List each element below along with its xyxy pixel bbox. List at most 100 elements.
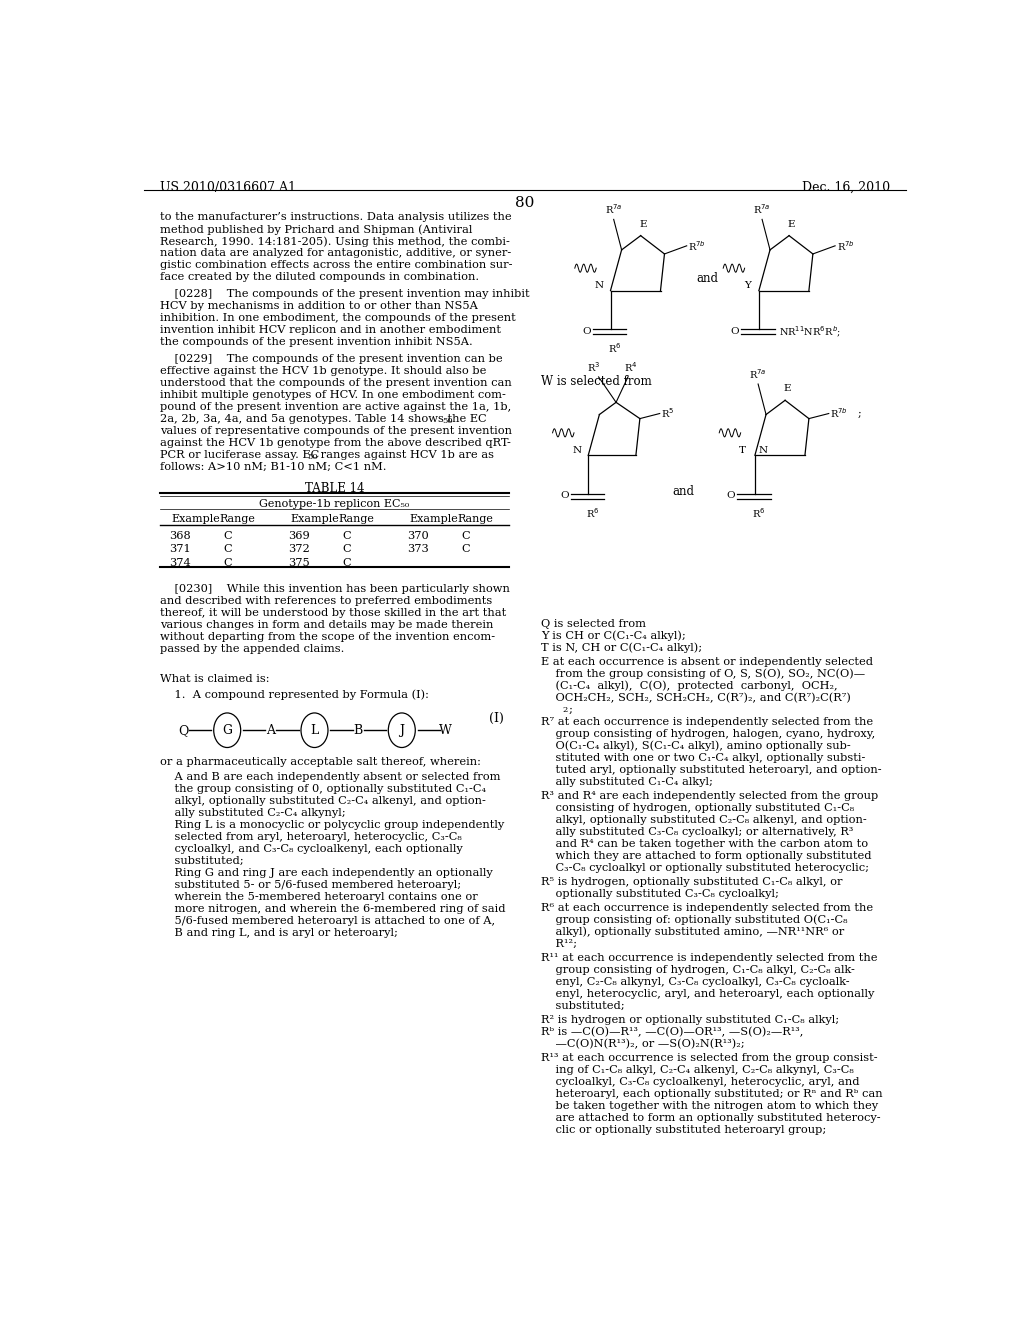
Text: T: T <box>738 446 745 454</box>
Text: substituted;: substituted; <box>160 855 244 866</box>
Text: Y is CH or C(C₁-C₄ alkyl);: Y is CH or C(C₁-C₄ alkyl); <box>541 631 685 642</box>
Text: R$^{6}$: R$^{6}$ <box>753 506 766 520</box>
Text: 5/6-fused membered heteroaryl is attached to one of A,: 5/6-fused membered heteroaryl is attache… <box>160 916 495 925</box>
Text: and described with references to preferred embodiments: and described with references to preferr… <box>160 597 492 606</box>
Text: N: N <box>759 446 767 454</box>
Text: gistic combination effects across the entire combination sur-: gistic combination effects across the en… <box>160 260 512 271</box>
Text: Ring L is a monocyclic or polycyclic group independently: Ring L is a monocyclic or polycyclic gro… <box>160 820 504 830</box>
Text: 374: 374 <box>169 557 190 568</box>
Text: R³ and R⁴ are each independently selected from the group: R³ and R⁴ are each independently selecte… <box>541 791 878 801</box>
Text: C₃-C₈ cycloalkyl or optionally substituted heterocyclic;: C₃-C₈ cycloalkyl or optionally substitut… <box>541 863 868 873</box>
Text: R¹³ at each occurrence is selected from the group consist-: R¹³ at each occurrence is selected from … <box>541 1053 878 1063</box>
Text: Range: Range <box>338 513 374 524</box>
Text: R$^{6}$: R$^{6}$ <box>608 342 622 355</box>
Text: R⁷ at each occurrence is independently selected from the: R⁷ at each occurrence is independently s… <box>541 717 872 727</box>
Text: stituted with one or two C₁-C₄ alkyl, optionally substi-: stituted with one or two C₁-C₄ alkyl, op… <box>541 752 865 763</box>
Text: invention inhibit HCV replicon and in another embodiment: invention inhibit HCV replicon and in an… <box>160 325 501 335</box>
Text: HCV by mechanisms in addition to or other than NS5A: HCV by mechanisms in addition to or othe… <box>160 301 477 312</box>
Text: A: A <box>266 723 275 737</box>
Text: R$^{7b}$: R$^{7b}$ <box>688 239 706 252</box>
Text: O(C₁-C₄ alkyl), S(C₁-C₄ alkyl), amino optionally sub-: O(C₁-C₄ alkyl), S(C₁-C₄ alkyl), amino op… <box>541 741 850 751</box>
Text: 370: 370 <box>407 531 428 541</box>
Text: various changes in form and details may be made therein: various changes in form and details may … <box>160 620 494 630</box>
Text: ally substituted C₁-C₄ alkyl;: ally substituted C₁-C₄ alkyl; <box>541 776 713 787</box>
Text: thereof, it will be understood by those skilled in the art that: thereof, it will be understood by those … <box>160 609 506 618</box>
Text: N: N <box>595 281 604 290</box>
Text: Genotype-1b replicon EC₅₀: Genotype-1b replicon EC₅₀ <box>259 499 410 508</box>
Text: inhibition. In one embodiment, the compounds of the present: inhibition. In one embodiment, the compo… <box>160 313 515 323</box>
Text: [0229]    The compounds of the present invention can be: [0229] The compounds of the present inve… <box>160 354 503 364</box>
Text: R² is hydrogen or optionally substituted C₁-C₈ alkyl;: R² is hydrogen or optionally substituted… <box>541 1015 839 1024</box>
Text: NR$^{11}$NR$^{6}$R$^{b}$;: NR$^{11}$NR$^{6}$R$^{b}$; <box>778 323 841 339</box>
Text: optionally substituted C₃-C₈ cycloalkyl;: optionally substituted C₃-C₈ cycloalkyl; <box>541 888 778 899</box>
Text: are attached to form an optionally substituted heterocy-: are attached to form an optionally subst… <box>541 1113 881 1123</box>
Text: N: N <box>572 446 582 454</box>
Text: the group consisting of 0, optionally substituted C₁-C₄: the group consisting of 0, optionally su… <box>160 784 485 793</box>
Text: (I): (I) <box>489 711 504 725</box>
Text: C: C <box>342 531 350 541</box>
Text: —C(O)N(R¹³)₂, or —S(O)₂N(R¹³)₂;: —C(O)N(R¹³)₂, or —S(O)₂N(R¹³)₂; <box>541 1039 744 1049</box>
Text: O: O <box>583 326 591 335</box>
Text: values of representative compounds of the present invention: values of representative compounds of th… <box>160 426 512 437</box>
Text: W is selected from: W is selected from <box>541 375 651 388</box>
Text: tuted aryl, optionally substituted heteroaryl, and option-: tuted aryl, optionally substituted heter… <box>541 764 882 775</box>
Text: 80: 80 <box>515 195 535 210</box>
Text: R$^{3}$: R$^{3}$ <box>587 360 600 374</box>
Text: and R⁴ can be taken together with the carbon atom to: and R⁴ can be taken together with the ca… <box>541 838 867 849</box>
Text: Example: Example <box>291 513 339 524</box>
Text: against the HCV 1b genotype from the above described qRT-: against the HCV 1b genotype from the abo… <box>160 438 511 449</box>
Text: J: J <box>399 723 404 737</box>
Text: ing of C₁-C₈ alkyl, C₂-C₄ alkenyl, C₂-C₈ alkynyl, C₃-C₈: ing of C₁-C₈ alkyl, C₂-C₄ alkenyl, C₂-C₈… <box>541 1065 853 1074</box>
Text: R⁵ is hydrogen, optionally substituted C₁-C₈ alkyl, or: R⁵ is hydrogen, optionally substituted C… <box>541 876 842 887</box>
Text: substituted;: substituted; <box>541 1001 625 1011</box>
Text: clic or optionally substituted heteroaryl group;: clic or optionally substituted heteroary… <box>541 1125 826 1135</box>
Text: passed by the appended claims.: passed by the appended claims. <box>160 644 344 653</box>
Text: C: C <box>461 531 470 541</box>
Text: alkyl, optionally substituted C₂-C₄ alkenyl, and option-: alkyl, optionally substituted C₂-C₄ alke… <box>160 796 485 807</box>
Text: ranges against HCV 1b are as: ranges against HCV 1b are as <box>316 450 494 461</box>
Text: Y: Y <box>744 281 752 290</box>
Text: C: C <box>223 557 231 568</box>
Text: understood that the compounds of the present invention can: understood that the compounds of the pre… <box>160 379 512 388</box>
Text: consisting of hydrogen, optionally substituted C₁-C₈: consisting of hydrogen, optionally subst… <box>541 803 854 813</box>
Text: R⁶ at each occurrence is independently selected from the: R⁶ at each occurrence is independently s… <box>541 903 872 913</box>
Text: Q: Q <box>178 723 188 737</box>
Text: alkyl, optionally substituted C₂-C₈ alkenyl, and option-: alkyl, optionally substituted C₂-C₈ alke… <box>541 814 866 825</box>
Text: follows: A>10 nM; B1-10 nM; C<1 nM.: follows: A>10 nM; B1-10 nM; C<1 nM. <box>160 462 386 473</box>
Text: R$^{7b}$: R$^{7b}$ <box>830 407 848 420</box>
Text: ;: ; <box>568 705 572 715</box>
Text: without departing from the scope of the invention encom-: without departing from the scope of the … <box>160 632 495 642</box>
Text: selected from aryl, heteroaryl, heterocyclic, C₃-C₈: selected from aryl, heteroaryl, heterocy… <box>160 832 462 842</box>
Text: effective against the HCV 1b genotype. It should also be: effective against the HCV 1b genotype. I… <box>160 367 486 376</box>
Text: Range: Range <box>458 513 494 524</box>
Text: Ring G and ring J are each independently an optionally: Ring G and ring J are each independently… <box>160 867 493 878</box>
Text: face created by the diluted compounds in combination.: face created by the diluted compounds in… <box>160 272 479 282</box>
Text: R¹¹ at each occurrence is independently selected from the: R¹¹ at each occurrence is independently … <box>541 953 878 962</box>
Text: 50: 50 <box>307 453 318 462</box>
Text: L: L <box>310 723 318 737</box>
Text: OCH₂CH₂, SCH₂, SCH₂CH₂, C(R⁷)₂, and C(R⁷)₂C(R⁷): OCH₂CH₂, SCH₂, SCH₂CH₂, C(R⁷)₂, and C(R⁷… <box>541 693 851 704</box>
Text: group consisting of hydrogen, C₁-C₈ alkyl, C₂-C₈ alk-: group consisting of hydrogen, C₁-C₈ alky… <box>541 965 855 974</box>
Text: TABLE 14: TABLE 14 <box>304 482 365 495</box>
Text: R$^{6}$: R$^{6}$ <box>586 506 599 520</box>
Text: US 2010/0316607 A1: US 2010/0316607 A1 <box>160 181 296 194</box>
Text: E: E <box>783 384 792 393</box>
Text: be taken together with the nitrogen atom to which they: be taken together with the nitrogen atom… <box>541 1101 878 1111</box>
Text: inhibit multiple genotypes of HCV. In one embodiment com-: inhibit multiple genotypes of HCV. In on… <box>160 391 506 400</box>
Text: R$^{7a}$: R$^{7a}$ <box>750 367 767 381</box>
Text: 2: 2 <box>563 706 568 714</box>
Text: enyl, heterocyclic, aryl, and heteroaryl, each optionally: enyl, heterocyclic, aryl, and heteroaryl… <box>541 989 874 999</box>
Text: 50: 50 <box>442 417 453 425</box>
Text: C: C <box>223 544 231 554</box>
Text: E: E <box>787 219 796 228</box>
Text: R$^{5}$: R$^{5}$ <box>662 407 675 420</box>
Text: group consisting of: optionally substituted O(C₁-C₈: group consisting of: optionally substitu… <box>541 915 847 925</box>
Text: T is N, CH or C(C₁-C₄ alkyl);: T is N, CH or C(C₁-C₄ alkyl); <box>541 643 701 653</box>
Text: R$^{7b}$: R$^{7b}$ <box>837 239 854 252</box>
Text: heteroaryl, each optionally substituted; or Rⁿ and Rᵇ can: heteroaryl, each optionally substituted;… <box>541 1089 883 1098</box>
Text: O: O <box>560 491 568 500</box>
Text: Dec. 16, 2010: Dec. 16, 2010 <box>802 181 890 194</box>
Text: cycloalkyl, C₃-C₈ cycloalkenyl, heterocyclic, aryl, and: cycloalkyl, C₃-C₈ cycloalkenyl, heterocy… <box>541 1077 859 1086</box>
Text: cycloalkyl, and C₃-C₈ cycloalkenyl, each optionally: cycloalkyl, and C₃-C₈ cycloalkenyl, each… <box>160 843 463 854</box>
Text: pound of the present invention are active against the 1a, 1b,: pound of the present invention are activ… <box>160 403 511 412</box>
